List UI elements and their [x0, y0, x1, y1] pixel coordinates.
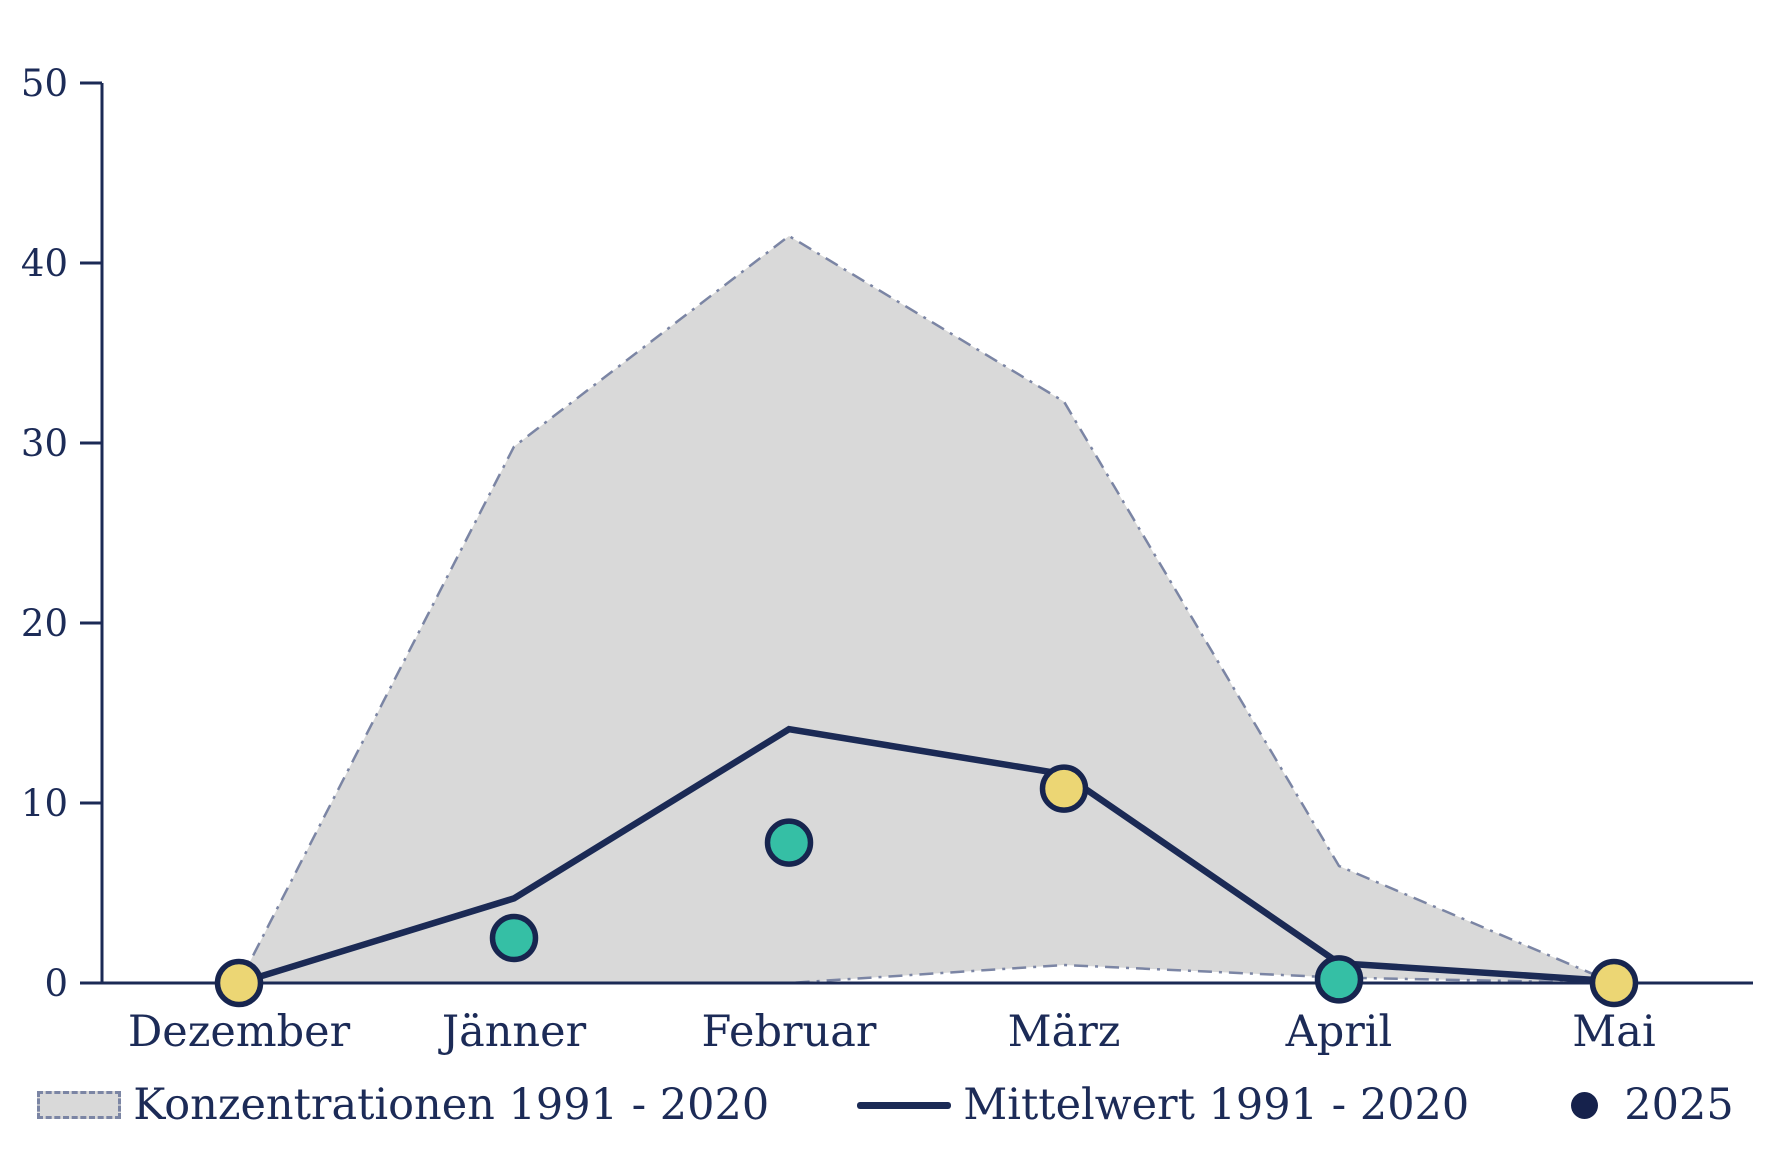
- legend-item-mittelwert: Mittelwert 1991 - 2020: [857, 1080, 1469, 1130]
- y-tick-label-30: 30: [21, 422, 68, 465]
- pollen-concentration-chart: 0 10 20 30 40 50 Dezember Jänner Februar März Apri…: [21, 62, 1753, 1057]
- legend-item-konzentrationen: Konzentrationen 1991 - 2020: [37, 1080, 769, 1130]
- data-point-2025-februar: [764, 818, 814, 867]
- legend-item-2025: 2025: [1557, 1080, 1734, 1130]
- x-label-jänner: Jänner: [438, 1007, 587, 1057]
- data-point-2025-april: [1314, 955, 1364, 1004]
- data-points: [214, 764, 1639, 1008]
- data-point-2025-dezember: [214, 958, 264, 1008]
- mean-line: [235, 725, 1618, 987]
- x-label-mai: Mai: [1572, 1007, 1655, 1057]
- dot-swatch: [1571, 1091, 1599, 1119]
- data-point-2025-mai: [1589, 958, 1639, 1008]
- x-label-april: April: [1285, 1007, 1393, 1057]
- concentration-range-polygon: [237, 234, 1616, 985]
- y-tick-label-20: 20: [21, 602, 68, 645]
- legend-label-konzentrationen: Konzentrationen 1991 - 2020: [133, 1080, 770, 1130]
- y-tick-label-40: 40: [21, 242, 68, 285]
- y-tick-label-50: 50: [21, 62, 68, 105]
- y-tick-label-10: 10: [21, 782, 68, 825]
- data-point-2025-jänner: [489, 913, 539, 963]
- line-swatch: [857, 1101, 952, 1109]
- data-point-2025-märz: [1039, 764, 1089, 813]
- legend-label-mittelwert: Mittelwert 1991 - 2020: [963, 1080, 1470, 1130]
- x-label-märz: März: [1008, 1007, 1121, 1057]
- chart-legend: Konzentrationen 1991 - 2020 Mittelwert 1…: [0, 1080, 1771, 1130]
- axis-labels: 0 10 20 30 40 50 Dezember Jänner Februar März Apri…: [21, 62, 1656, 1057]
- band-swatch: [37, 1091, 122, 1119]
- x-label-februar: Februar: [702, 1007, 877, 1057]
- y-tick-label-0: 0: [44, 962, 68, 1005]
- legend-label-2025: 2025: [1624, 1080, 1734, 1130]
- x-label-dezember: Dezember: [128, 1007, 351, 1057]
- band-area: [237, 234, 1616, 985]
- axes: [80, 81, 1753, 985]
- mean-polyline: [235, 725, 1618, 987]
